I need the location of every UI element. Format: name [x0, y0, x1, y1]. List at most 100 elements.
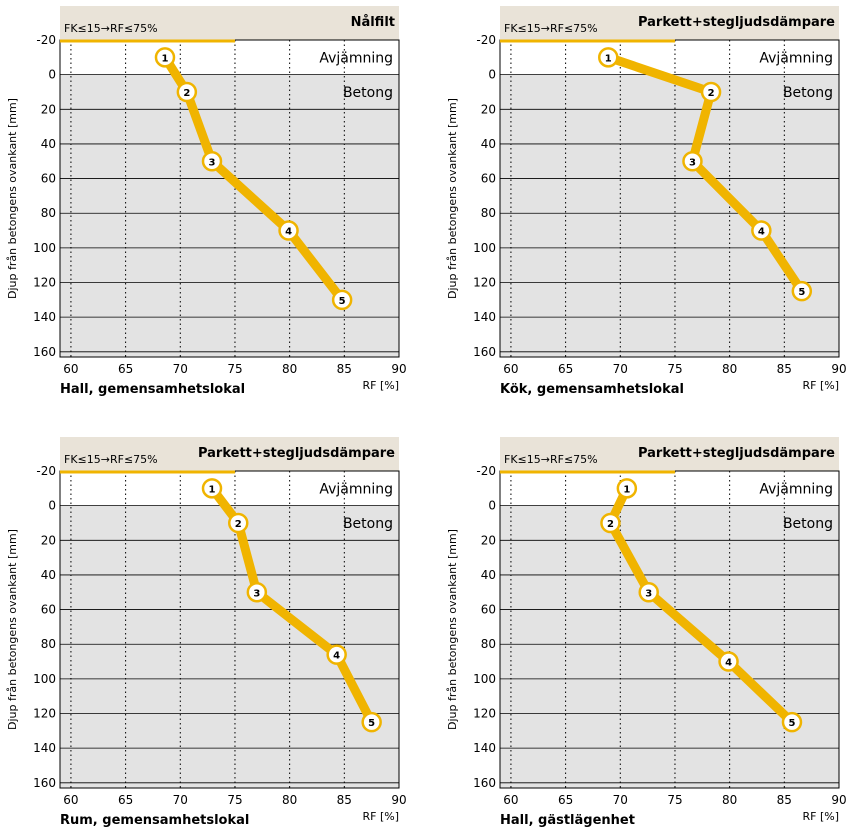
y-tick-label: 20	[481, 102, 496, 116]
y-tick-label: 20	[41, 102, 56, 116]
y-tick-label: 60	[41, 172, 56, 186]
x-tick-label: 65	[118, 362, 133, 376]
chart-header-band	[60, 437, 399, 471]
data-point-2	[700, 81, 722, 103]
y-tick-label: 60	[481, 603, 496, 617]
y-tick-label: 120	[33, 276, 56, 290]
chart-subtitle: Hall, gästlägenhet	[500, 813, 635, 828]
data-point-label: 5	[798, 287, 805, 298]
x-tick-label: 75	[227, 362, 242, 376]
y-tick-label: 100	[33, 672, 56, 686]
y-tick-label: 80	[41, 637, 56, 651]
y-tick-label: 100	[473, 241, 496, 255]
x-tick-label: 90	[391, 362, 406, 376]
x-tick-label: 80	[722, 362, 737, 376]
data-point-label: 3	[689, 157, 696, 168]
y-tick-label: -20	[476, 464, 496, 478]
chart-subtitle: Hall, gemensamhetslokal	[60, 382, 245, 397]
data-point-label: 4	[758, 227, 765, 238]
y-tick-label: 0	[488, 68, 496, 82]
data-point-label: 2	[235, 519, 242, 530]
y-tick-label: 160	[473, 776, 496, 790]
x-axis-label: RF [%]	[802, 379, 839, 392]
x-axis-label: RF [%]	[362, 810, 399, 823]
concrete-layer-band	[500, 74, 839, 357]
data-point-label: 4	[333, 651, 340, 662]
x-tick-label: 75	[667, 793, 682, 807]
data-point-1	[598, 47, 619, 68]
concrete-layer-band	[500, 505, 839, 788]
layer-label: Avjämning	[319, 50, 393, 66]
y-tick-label: -20	[36, 464, 56, 478]
y-axis-label: Djup från betongens ovankant [mm]	[446, 98, 459, 299]
chart-title: Nålfilt	[351, 15, 395, 30]
x-tick-label: 60	[63, 793, 78, 807]
y-tick-label: 120	[473, 707, 496, 721]
screed-layer-band	[500, 471, 839, 506]
data-point-3	[201, 151, 223, 172]
y-tick-label: 0	[48, 499, 56, 513]
layer-label: Betong	[343, 85, 393, 101]
x-tick-label: 70	[173, 793, 188, 807]
x-tick-label: 90	[831, 793, 846, 807]
data-point-3	[638, 582, 659, 603]
chart-panel-1: FK≤15→RF≤75% Nålfilt Avjämning Betong -20 0 20…	[6, 6, 407, 397]
x-tick-label: 60	[503, 793, 518, 807]
x-tick-label: 85	[337, 793, 352, 807]
chart-panel-3: FK≤15→RF≤75% Parkett+stegljudsdämpare Avjä…	[6, 437, 407, 828]
data-point-label: 1	[623, 484, 630, 495]
y-tick-label: 140	[33, 741, 56, 755]
concrete-layer-band	[60, 74, 399, 357]
y-tick-label: 40	[481, 137, 496, 151]
chart-header-band	[60, 6, 399, 40]
layer-label: Avjämning	[759, 50, 833, 66]
chart-title: Parkett+stegljudsdämpare	[198, 446, 395, 461]
x-tick-label: 60	[503, 362, 518, 376]
y-tick-label: 80	[481, 637, 496, 651]
x-tick-label: 70	[613, 362, 628, 376]
chart-panel-4: FK≤15→RF≤75% Parkett+stegljudsdämpare Avjä…	[446, 437, 847, 828]
data-point-2	[176, 81, 198, 103]
concrete-layer-band	[60, 505, 399, 788]
data-point-label: 2	[607, 519, 614, 530]
data-point-label: 3	[209, 157, 216, 168]
data-point-2	[600, 512, 621, 534]
y-tick-label: 80	[41, 206, 56, 220]
data-point-5	[331, 289, 353, 311]
y-tick-label: 0	[48, 68, 56, 82]
x-tick-label: 70	[173, 362, 188, 376]
chart-title: Parkett+stegljudsdämpare	[638, 446, 835, 461]
x-tick-label: 85	[777, 362, 792, 376]
header-note: FK≤15→RF≤75%	[64, 22, 158, 35]
data-point-label: 5	[368, 718, 375, 729]
data-point-3	[246, 582, 268, 603]
y-axis-label: Djup från betongens ovankant [mm]	[446, 529, 459, 730]
x-axis-label: RF [%]	[362, 379, 399, 392]
y-tick-label: 40	[481, 568, 496, 582]
data-point-2	[227, 512, 249, 534]
y-tick-label: 160	[33, 345, 56, 359]
data-point-3	[682, 151, 703, 172]
header-note: FK≤15→RF≤75%	[504, 453, 598, 466]
y-tick-label: 20	[41, 533, 56, 547]
y-tick-label: 120	[33, 707, 56, 721]
data-point-1	[616, 478, 638, 499]
layer-label: Betong	[343, 516, 393, 532]
x-tick-label: 60	[63, 362, 78, 376]
data-point-5	[791, 280, 813, 302]
layer-label: Betong	[783, 85, 833, 101]
data-point-4	[751, 220, 772, 241]
screed-layer-band	[60, 471, 399, 506]
screed-layer-band	[60, 40, 399, 75]
y-tick-label: 100	[473, 672, 496, 686]
data-point-label: 4	[285, 227, 292, 238]
data-point-5	[781, 711, 803, 733]
x-tick-label: 80	[282, 362, 297, 376]
layer-label: Avjämning	[759, 481, 833, 497]
layer-label: Betong	[783, 516, 833, 532]
layer-label: Avjämning	[319, 481, 393, 497]
y-tick-label: 60	[41, 603, 56, 617]
chart-subtitle: Kök, gemensamhetslokal	[500, 382, 684, 397]
chart-panel-2: FK≤15→RF≤75% Parkett+stegljudsdämpare Avjä…	[446, 6, 847, 397]
